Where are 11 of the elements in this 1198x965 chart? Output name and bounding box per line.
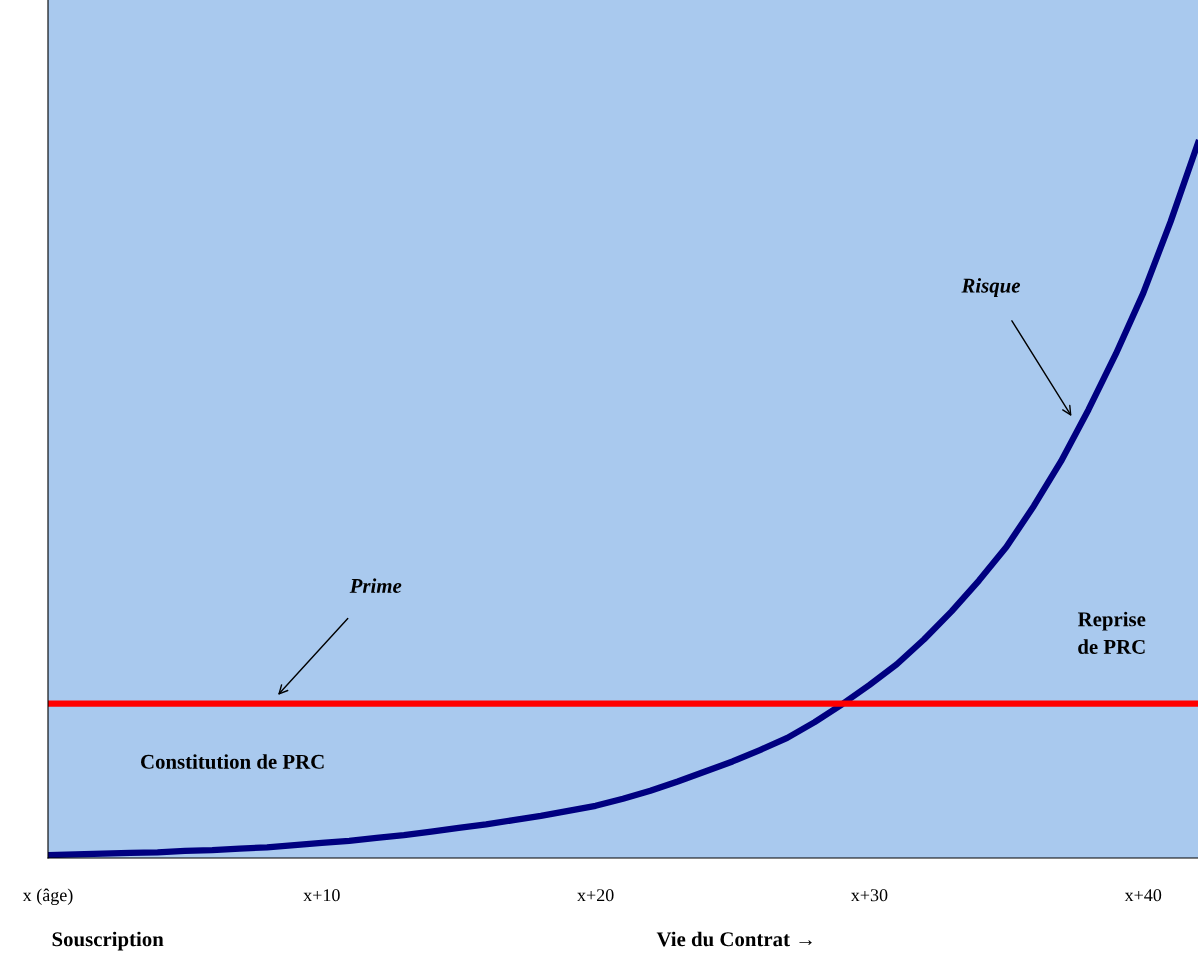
x-tick-label: x+20 [577,889,614,902]
text: Souscription [52,931,164,951]
annotation: Prime [349,578,402,593]
text: Vie du Contrat → [656,931,812,947]
x-tick-label: x+30 [850,889,888,902]
annotation: Risque [961,277,1021,297]
x-tick-label: x+10 [303,889,340,902]
annotation: Constitution de PRC [141,754,324,769]
x-tick-label: x (âge) [22,888,73,906]
annotation: Reprise de PRC [1077,611,1146,654]
x-tick-label: x+40 [1124,889,1162,902]
